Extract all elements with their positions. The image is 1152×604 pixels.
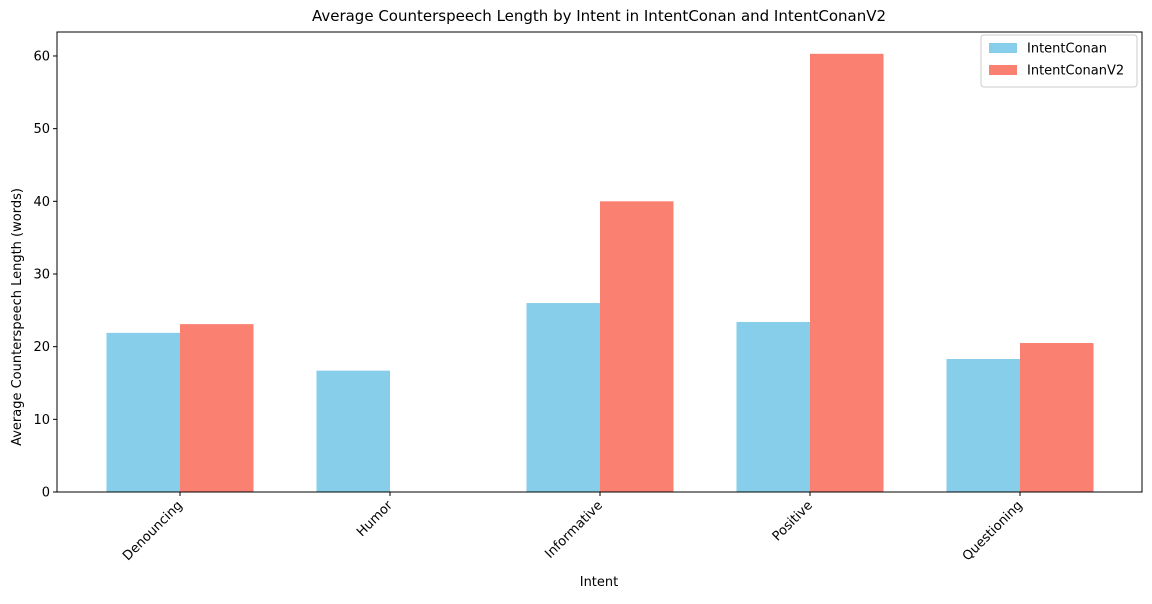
y-tick-label: 50 (33, 122, 50, 137)
y-tick-label: 40 (33, 195, 50, 210)
chart-title: Average Counterspeech Length by Intent i… (312, 7, 886, 25)
bar-intentconanv2-denouncing (180, 324, 254, 492)
legend-label: IntentConan (1027, 42, 1107, 57)
bar-intentconanv2-positive (810, 53, 884, 492)
y-tick-label: 0 (42, 486, 50, 501)
legend: IntentConan IntentConanV2 (980, 34, 1138, 88)
y-axis-label: Average Counterspeech Length (words) (10, 188, 25, 446)
y-tick-label: 20 (33, 340, 50, 355)
bar-intentconanv2-informative (600, 201, 674, 493)
legend-label: IntentConanV2 (1027, 64, 1124, 79)
legend-swatch (989, 65, 1017, 75)
bar-intentconan-humor (316, 370, 390, 492)
bar-intentconanv2-questioning (1020, 343, 1094, 492)
bar-intentconan-questioning (946, 359, 1020, 492)
x-axis-label: Intent (580, 575, 619, 590)
x-tick-label: Positive (770, 498, 816, 544)
plot-area (56, 31, 1143, 493)
x-tick-label: Informative (542, 498, 605, 561)
legend-box (980, 34, 1138, 88)
x-tick-label: Humor (354, 498, 396, 540)
y-axis: 0 10 20 30 40 50 60 (33, 49, 57, 501)
x-tick-label: Denouncing (120, 498, 186, 564)
bar-intentconan-positive (736, 321, 810, 492)
legend-swatch (989, 43, 1017, 53)
bar-intentconan-denouncing (106, 332, 180, 492)
y-tick-label: 30 (33, 267, 50, 282)
y-tick-label: 10 (33, 413, 50, 428)
x-axis: Denouncing Humor Informative Positive Questi… (120, 492, 1026, 564)
x-tick-label: Questioning (960, 498, 1026, 564)
y-tick-label: 60 (33, 49, 50, 64)
bar-intentconan-informative (526, 303, 600, 492)
